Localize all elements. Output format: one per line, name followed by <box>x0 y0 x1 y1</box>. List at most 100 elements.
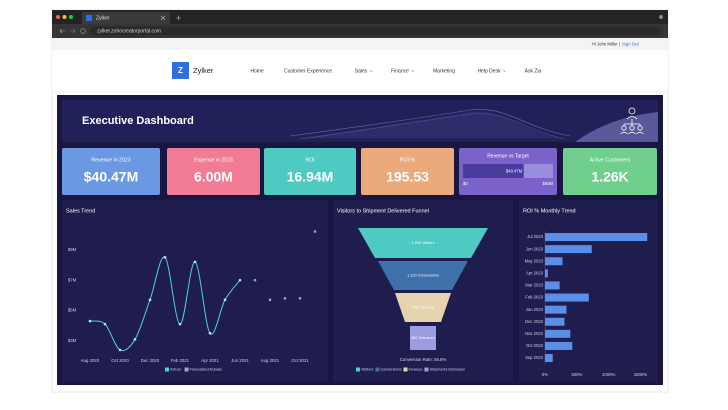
nav-item[interactable]: Customer Experience <box>284 69 332 75</box>
address-bar[interactable] <box>90 26 660 36</box>
bar[interactable] <box>545 269 548 278</box>
funnel-stage[interactable] <box>358 228 488 258</box>
gauge-label: Revenue vs Target <box>487 153 529 159</box>
kpi-card[interactable] <box>62 148 160 195</box>
bar[interactable] <box>545 305 567 314</box>
window-minimize[interactable] <box>62 15 67 19</box>
dropdown-caret <box>503 70 507 72</box>
bar[interactable] <box>545 233 648 242</box>
data-point[interactable] <box>298 297 302 300</box>
top-strip <box>52 38 668 50</box>
bar[interactable] <box>545 354 553 363</box>
y-tick-label: Jun 2023 <box>526 246 544 251</box>
bar[interactable] <box>545 317 565 326</box>
y-tick-label: Mar 2023 <box>525 283 543 288</box>
banner-wave <box>300 111 560 138</box>
sign-out-link[interactable]: Sign Out <box>622 41 640 46</box>
brand-name[interactable]: Zylker <box>193 66 214 75</box>
kpi-card[interactable] <box>563 148 657 195</box>
nav-item[interactable]: Ask Zia <box>525 69 542 75</box>
dropdown-caret <box>369 70 373 72</box>
funnel-stage[interactable] <box>395 293 451 322</box>
y-tick-label: Jan 2023 <box>526 307 544 312</box>
back-button[interactable] <box>59 28 65 34</box>
window-close[interactable] <box>56 15 60 19</box>
tab-close[interactable] <box>160 15 166 21</box>
kpi-value: 195.53 <box>386 169 429 185</box>
window-zoom[interactable] <box>69 15 73 19</box>
kpi-row: Revenue in 2023 $40.47M Expense in 2023 6.0… <box>62 148 657 195</box>
tab-bar <box>52 10 668 24</box>
nav-bar <box>52 50 668 92</box>
data-point[interactable] <box>163 256 167 259</box>
nav-item[interactable]: Home <box>250 69 264 75</box>
bar[interactable] <box>545 257 563 266</box>
y-tick-label: Dec 2022 <box>525 319 544 324</box>
bar[interactable] <box>545 329 571 338</box>
kpi-card[interactable] <box>264 148 356 195</box>
legend-swatch <box>184 367 189 372</box>
x-tick-label: 500% <box>571 372 582 377</box>
kpi-value: 16.94M <box>287 169 334 185</box>
legend-swatch <box>375 367 380 372</box>
y-tick-label: Sep 2022 <box>525 355 544 360</box>
nav-item[interactable]: Finance <box>391 69 409 75</box>
bar[interactable] <box>545 245 592 254</box>
kpi-card[interactable] <box>361 148 454 195</box>
gauge-value-label: $40.47M <box>506 168 523 173</box>
data-point[interactable] <box>268 298 272 302</box>
data-point[interactable] <box>208 331 212 335</box>
x-tick-label: 1000% <box>602 372 616 377</box>
panel-title: Visitors to Shipment Delivered Funnel <box>337 208 429 214</box>
logo-mark[interactable] <box>172 62 189 79</box>
funnel-stage[interactable] <box>378 261 468 290</box>
legend-swatch <box>403 367 408 372</box>
kpi-label: Active Customers <box>590 157 631 163</box>
browser-menu[interactable] <box>659 15 663 19</box>
data-point[interactable] <box>283 297 287 300</box>
legend-swatch <box>356 367 360 372</box>
data-point[interactable] <box>88 319 92 323</box>
kpi-value: 1.26K <box>591 169 628 185</box>
bar[interactable] <box>545 341 573 350</box>
bar[interactable] <box>545 281 560 290</box>
data-point[interactable] <box>223 298 227 302</box>
legend-label: Invoices <box>409 368 423 372</box>
panel <box>519 200 658 382</box>
x-tick-label: Oct 2021 <box>291 358 309 363</box>
data-point[interactable] <box>148 298 152 302</box>
kpi-label: Expense in 2023 <box>194 157 233 163</box>
new-tab[interactable] <box>176 15 181 21</box>
data-point[interactable] <box>118 348 122 352</box>
kpi-label: ROI % <box>400 157 416 163</box>
bar[interactable] <box>545 293 589 302</box>
nav-item[interactable]: Sales <box>355 69 368 75</box>
tab-title: Zylker <box>96 16 110 22</box>
nav-item[interactable]: Marketing <box>433 69 455 75</box>
banner-wave-line <box>289 108 571 137</box>
reload-button[interactable] <box>80 28 86 34</box>
x-tick-label: Jun 2021 <box>231 358 249 363</box>
forward-button[interactable] <box>70 28 76 34</box>
team-icon <box>620 107 644 135</box>
legend-label: Shipments Delivered <box>429 368 464 372</box>
data-point[interactable] <box>253 278 257 282</box>
data-point[interactable] <box>193 260 197 264</box>
dropdown-caret <box>411 70 415 72</box>
data-point[interactable] <box>133 338 137 341</box>
x-tick-label: Oct 2020 <box>111 358 129 363</box>
data-point[interactable] <box>238 278 242 282</box>
sales-line <box>89 256 241 352</box>
legend-label: Forecasted Actuals <box>190 368 222 372</box>
gauge-bar <box>463 164 524 178</box>
panel-title: Sales Trend <box>66 208 95 214</box>
funnel-stage[interactable] <box>410 326 436 350</box>
nav-item[interactable]: Help Desk <box>477 69 501 75</box>
kpi-card[interactable] <box>167 148 260 195</box>
browser-tab[interactable] <box>82 12 170 24</box>
legend-label: Actual <box>170 368 181 372</box>
data-point[interactable] <box>313 230 317 233</box>
data-point[interactable] <box>103 322 107 326</box>
data-point[interactable] <box>178 322 182 326</box>
